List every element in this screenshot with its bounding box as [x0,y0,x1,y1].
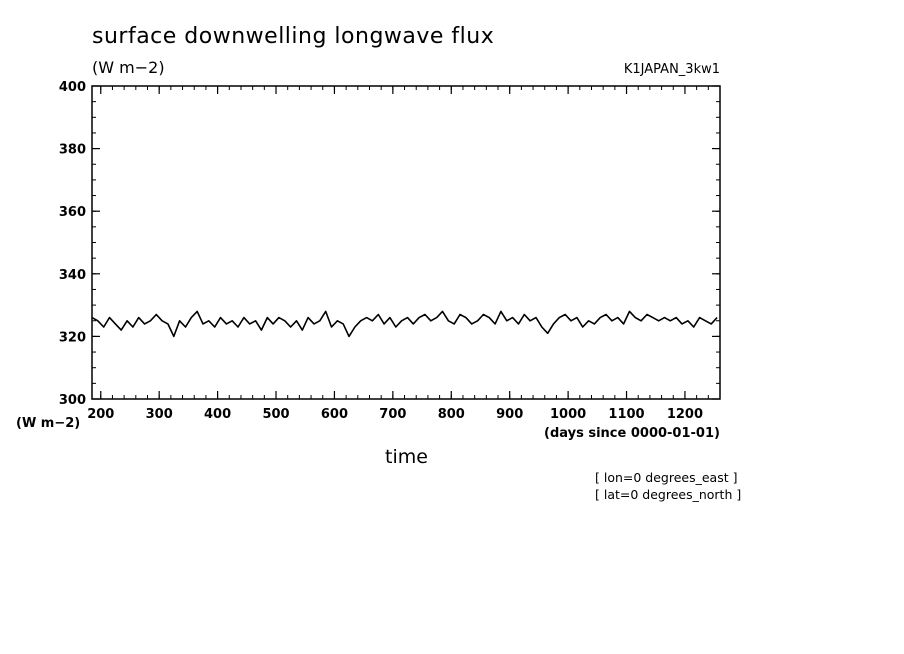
x-tick-label: 1100 [608,407,644,422]
y-tick-label: 360 [59,205,86,220]
latitude-note: [ lat=0 degrees_north ] [595,487,742,502]
x-tick-label: 1000 [550,407,586,422]
x-tick-label: 700 [379,407,406,422]
longitude-note: [ lon=0 degrees_east ] [595,470,738,485]
y-axis-unit-label: (W m−2) [16,416,81,431]
x-axis-unit-label: (days since 0000-01-01) [544,426,720,441]
x-tick-label: 600 [321,407,348,422]
y-tick-label: 380 [59,143,86,158]
series-line-0 [91,310,718,338]
y-tick-label: 400 [59,80,86,95]
run-id-label: K1JAPAN_3kw1 [623,62,720,77]
x-tick-label: 400 [204,407,231,422]
y-tick-label: 300 [59,393,86,408]
x-tick-label: 200 [87,407,114,422]
x-axis-label: time [385,446,428,468]
x-tick-label: 300 [146,407,173,422]
y-tick-label: 320 [59,330,86,345]
chart-title: surface downwelling longwave flux [92,24,495,49]
y-tick-label: 340 [59,268,86,283]
x-tick-label: 900 [496,407,523,422]
x-tick-label: 800 [438,407,465,422]
x-tick-label: 500 [262,407,289,422]
x-tick-label: 1200 [667,407,703,422]
plot-frame [91,85,721,400]
chart-units-label: (W m−2) [92,58,165,77]
